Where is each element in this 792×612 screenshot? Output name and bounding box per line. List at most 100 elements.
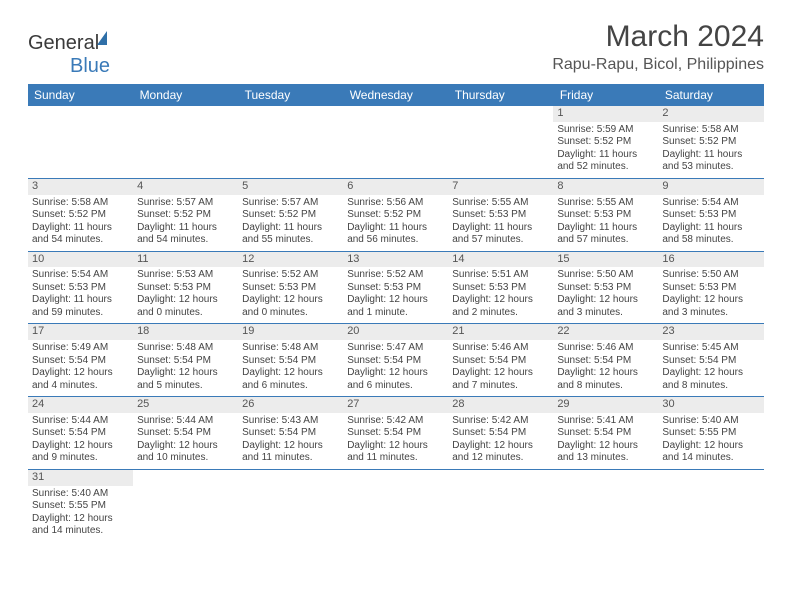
calendar-cell: 15Sunrise: 5:50 AMSunset: 5:53 PMDayligh… — [553, 251, 658, 324]
calendar-cell: 18Sunrise: 5:48 AMSunset: 5:54 PMDayligh… — [133, 324, 238, 397]
day-number: 21 — [448, 324, 553, 340]
calendar-cell: 29Sunrise: 5:41 AMSunset: 5:54 PMDayligh… — [553, 397, 658, 470]
day-header: Monday — [133, 84, 238, 106]
daylight-text: Daylight: 12 hours and 14 minutes. — [662, 440, 759, 465]
calendar-cell — [553, 469, 658, 541]
sunset-text: Sunset: 5:54 PM — [662, 355, 759, 368]
sunrise-text: Sunrise: 5:55 AM — [557, 197, 654, 210]
daylight-text: Daylight: 11 hours and 55 minutes. — [242, 222, 339, 247]
sunrise-text: Sunrise: 5:46 AM — [557, 342, 654, 355]
sunset-text: Sunset: 5:53 PM — [557, 209, 654, 222]
sunset-text: Sunset: 5:54 PM — [137, 427, 234, 440]
calendar-cell: 17Sunrise: 5:49 AMSunset: 5:54 PMDayligh… — [28, 324, 133, 397]
day-number: 15 — [553, 252, 658, 268]
sunset-text: Sunset: 5:54 PM — [32, 355, 129, 368]
sunrise-text: Sunrise: 5:44 AM — [32, 415, 129, 428]
sunset-text: Sunset: 5:52 PM — [662, 136, 759, 149]
daylight-text: Daylight: 12 hours and 0 minutes. — [242, 294, 339, 319]
day-number: 29 — [553, 397, 658, 413]
sunset-text: Sunset: 5:53 PM — [452, 209, 549, 222]
calendar-row: 17Sunrise: 5:49 AMSunset: 5:54 PMDayligh… — [28, 324, 764, 397]
header: General Blue March 2024 Rapu-Rapu, Bicol… — [28, 20, 764, 78]
daylight-text: Daylight: 12 hours and 3 minutes. — [662, 294, 759, 319]
calendar-row: 1Sunrise: 5:59 AMSunset: 5:52 PMDaylight… — [28, 106, 764, 178]
calendar-cell: 27Sunrise: 5:42 AMSunset: 5:54 PMDayligh… — [343, 397, 448, 470]
day-number: 6 — [343, 179, 448, 195]
sunrise-text: Sunrise: 5:52 AM — [347, 269, 444, 282]
day-number: 5 — [238, 179, 343, 195]
calendar-body: 1Sunrise: 5:59 AMSunset: 5:52 PMDaylight… — [28, 106, 764, 542]
calendar-cell: 25Sunrise: 5:44 AMSunset: 5:54 PMDayligh… — [133, 397, 238, 470]
day-number: 22 — [553, 324, 658, 340]
calendar-cell: 6Sunrise: 5:56 AMSunset: 5:52 PMDaylight… — [343, 178, 448, 251]
sunset-text: Sunset: 5:52 PM — [137, 209, 234, 222]
sunset-text: Sunset: 5:53 PM — [347, 282, 444, 295]
sunset-text: Sunset: 5:54 PM — [557, 355, 654, 368]
calendar-row: 24Sunrise: 5:44 AMSunset: 5:54 PMDayligh… — [28, 397, 764, 470]
calendar-cell: 16Sunrise: 5:50 AMSunset: 5:53 PMDayligh… — [658, 251, 763, 324]
calendar-cell: 26Sunrise: 5:43 AMSunset: 5:54 PMDayligh… — [238, 397, 343, 470]
day-number: 24 — [28, 397, 133, 413]
daylight-text: Daylight: 12 hours and 7 minutes. — [452, 367, 549, 392]
sunset-text: Sunset: 5:54 PM — [347, 427, 444, 440]
calendar-cell: 1Sunrise: 5:59 AMSunset: 5:52 PMDaylight… — [553, 106, 658, 178]
sunrise-text: Sunrise: 5:58 AM — [662, 124, 759, 137]
day-number: 8 — [553, 179, 658, 195]
calendar-cell: 7Sunrise: 5:55 AMSunset: 5:53 PMDaylight… — [448, 178, 553, 251]
calendar-cell: 8 Sunrise: 5:55 AMSunset: 5:53 PMDaylight… — [553, 178, 658, 251]
sunrise-text: Sunrise: 5:55 AM — [452, 197, 549, 210]
day-number: 11 — [133, 252, 238, 268]
sunset-text: Sunset: 5:54 PM — [557, 427, 654, 440]
sunset-text: Sunset: 5:54 PM — [32, 427, 129, 440]
calendar-cell: 13Sunrise: 5:52 AMSunset: 5:53 PMDayligh… — [343, 251, 448, 324]
logo: General Blue — [28, 20, 110, 78]
sunrise-text: Sunrise: 5:50 AM — [557, 269, 654, 282]
sunrise-text: Sunrise: 5:53 AM — [137, 269, 234, 282]
calendar-cell: 28Sunrise: 5:42 AMSunset: 5:54 PMDayligh… — [448, 397, 553, 470]
sunset-text: Sunset: 5:55 PM — [662, 427, 759, 440]
sail-icon — [97, 31, 107, 45]
logo-text: General Blue — [28, 32, 110, 78]
sunrise-text: Sunrise: 5:42 AM — [452, 415, 549, 428]
calendar-cell: 2Sunrise: 5:58 AMSunset: 5:52 PMDaylight… — [658, 106, 763, 178]
sunrise-text: Sunrise: 5:50 AM — [662, 269, 759, 282]
day-number: 7 — [448, 179, 553, 195]
sunset-text: Sunset: 5:54 PM — [452, 355, 549, 368]
sunset-text: Sunset: 5:53 PM — [32, 282, 129, 295]
daylight-text: Daylight: 12 hours and 5 minutes. — [137, 367, 234, 392]
calendar-cell: 4Sunrise: 5:57 AMSunset: 5:52 PMDaylight… — [133, 178, 238, 251]
daylight-text: Daylight: 12 hours and 2 minutes. — [452, 294, 549, 319]
sunrise-text: Sunrise: 5:49 AM — [32, 342, 129, 355]
sunset-text: Sunset: 5:53 PM — [662, 282, 759, 295]
day-number: 30 — [658, 397, 763, 413]
sunrise-text: Sunrise: 5:44 AM — [137, 415, 234, 428]
calendar-cell: 10Sunrise: 5:54 AMSunset: 5:53 PMDayligh… — [28, 251, 133, 324]
daylight-text: Daylight: 11 hours and 57 minutes. — [557, 222, 654, 247]
calendar-cell — [238, 106, 343, 178]
day-header: Friday — [553, 84, 658, 106]
day-number: 23 — [658, 324, 763, 340]
calendar-cell: 24Sunrise: 5:44 AMSunset: 5:54 PMDayligh… — [28, 397, 133, 470]
daylight-text: Daylight: 12 hours and 11 minutes. — [242, 440, 339, 465]
day-header: Sunday — [28, 84, 133, 106]
daylight-text: Daylight: 11 hours and 59 minutes. — [32, 294, 129, 319]
calendar-row: 3Sunrise: 5:58 AMSunset: 5:52 PMDaylight… — [28, 178, 764, 251]
day-header: Thursday — [448, 84, 553, 106]
calendar-cell: 5Sunrise: 5:57 AMSunset: 5:52 PMDaylight… — [238, 178, 343, 251]
calendar-head: SundayMondayTuesdayWednesdayThursdayFrid… — [28, 84, 764, 106]
daylight-text: Daylight: 11 hours and 58 minutes. — [662, 222, 759, 247]
sunrise-text: Sunrise: 5:52 AM — [242, 269, 339, 282]
daylight-text: Daylight: 12 hours and 8 minutes. — [662, 367, 759, 392]
daylight-text: Daylight: 12 hours and 13 minutes. — [557, 440, 654, 465]
sunrise-text: Sunrise: 5:54 AM — [32, 269, 129, 282]
day-number: 14 — [448, 252, 553, 268]
sunrise-text: Sunrise: 5:43 AM — [242, 415, 339, 428]
calendar-cell: 11Sunrise: 5:53 AMSunset: 5:53 PMDayligh… — [133, 251, 238, 324]
sunrise-text: Sunrise: 5:54 AM — [662, 197, 759, 210]
title-block: March 2024 Rapu-Rapu, Bicol, Philippines — [552, 20, 764, 74]
sunset-text: Sunset: 5:54 PM — [242, 355, 339, 368]
sunset-text: Sunset: 5:54 PM — [242, 427, 339, 440]
calendar-cell: 30Sunrise: 5:40 AMSunset: 5:55 PMDayligh… — [658, 397, 763, 470]
day-number: 13 — [343, 252, 448, 268]
daylight-text: Daylight: 12 hours and 12 minutes. — [452, 440, 549, 465]
